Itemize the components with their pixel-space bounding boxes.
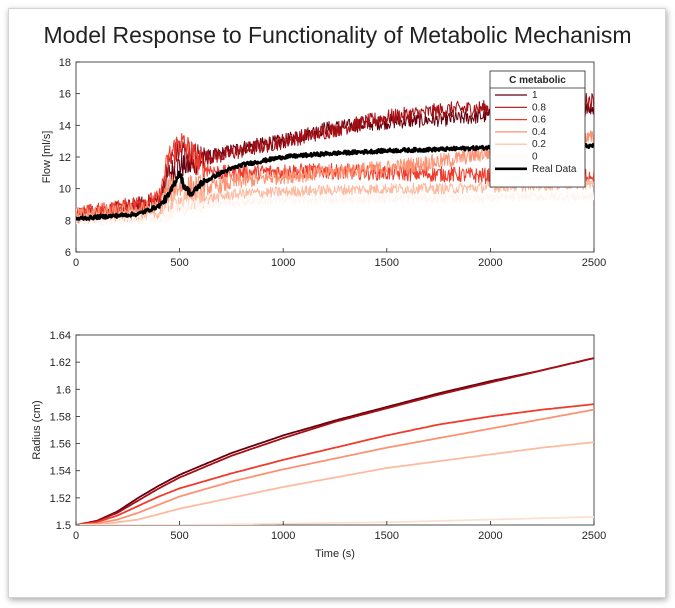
y-tick-label: 1.56 xyxy=(50,439,71,451)
legend-title: C metabolic xyxy=(509,75,566,86)
legend-label: 0.6 xyxy=(532,115,546,126)
flow-plot-ylabel: Flow [ml/s] xyxy=(41,131,53,184)
series-line-0 xyxy=(76,516,594,525)
y-tick-label: 18 xyxy=(59,57,71,69)
y-tick-label: 14 xyxy=(59,120,71,132)
x-tick-label: 0 xyxy=(73,257,79,269)
series-line-0-2 xyxy=(76,178,594,225)
series-line-0-4 xyxy=(76,408,594,525)
legend-label: 1 xyxy=(532,90,538,101)
y-tick-label: 1.64 xyxy=(50,330,71,342)
y-tick-label: 1.6 xyxy=(56,384,71,396)
radius-plot: 0 500 1000 1500 2000 2500 1.5 1.52 1.54 1.56 1.58 1… xyxy=(31,330,606,560)
x-tick-label: 0 xyxy=(73,530,79,542)
x-tick-label: 500 xyxy=(170,530,188,542)
radius-plot-axes xyxy=(75,334,595,526)
x-tick-label: 2000 xyxy=(478,530,502,542)
series-line-0-2 xyxy=(76,441,594,525)
radius-plot-ticks: 0 500 1000 1500 2000 2500 1.5 1.52 1.54 1.56 1.58 1… xyxy=(50,330,607,542)
x-tick-label: 2000 xyxy=(478,257,502,269)
y-tick-label: 6 xyxy=(65,247,71,259)
x-tick-label: 2500 xyxy=(582,530,606,542)
legend-label: 0.4 xyxy=(532,127,546,138)
series-line-0-8 xyxy=(76,357,594,525)
series-line-0 xyxy=(76,191,594,226)
y-tick-label: 1.52 xyxy=(50,493,71,505)
x-tick-label: 500 xyxy=(170,257,188,269)
radius-plot-ylabel: Radius (cm) xyxy=(31,400,43,459)
figure-title: Model Response to Functionality of Metab… xyxy=(43,22,632,48)
x-tick-label: 1000 xyxy=(271,257,295,269)
y-tick-label: 16 xyxy=(59,89,71,101)
y-tick-label: 1.54 xyxy=(50,466,71,478)
series-line-0-6 xyxy=(76,403,594,525)
y-tick-label: 8 xyxy=(65,215,71,227)
x-tick-label: 2500 xyxy=(582,257,606,269)
radius-plot-lines xyxy=(76,357,594,525)
legend-label: 0 xyxy=(532,152,538,163)
x-tick-label: 1000 xyxy=(271,530,295,542)
y-tick-label: 12 xyxy=(59,152,71,164)
radius-plot-xlabel: Time (s) xyxy=(315,548,355,560)
y-tick-label: 1.62 xyxy=(50,357,71,369)
x-tick-label: 1500 xyxy=(375,257,399,269)
x-tick-label: 1500 xyxy=(375,530,399,542)
legend-label: 0.8 xyxy=(532,102,546,113)
y-tick-label: 1.5 xyxy=(56,520,71,532)
legend-label: 0.2 xyxy=(532,139,546,150)
legend-label: Real Data xyxy=(532,164,577,175)
y-tick-label: 10 xyxy=(59,184,71,196)
y-tick-label: 1.58 xyxy=(50,411,71,423)
